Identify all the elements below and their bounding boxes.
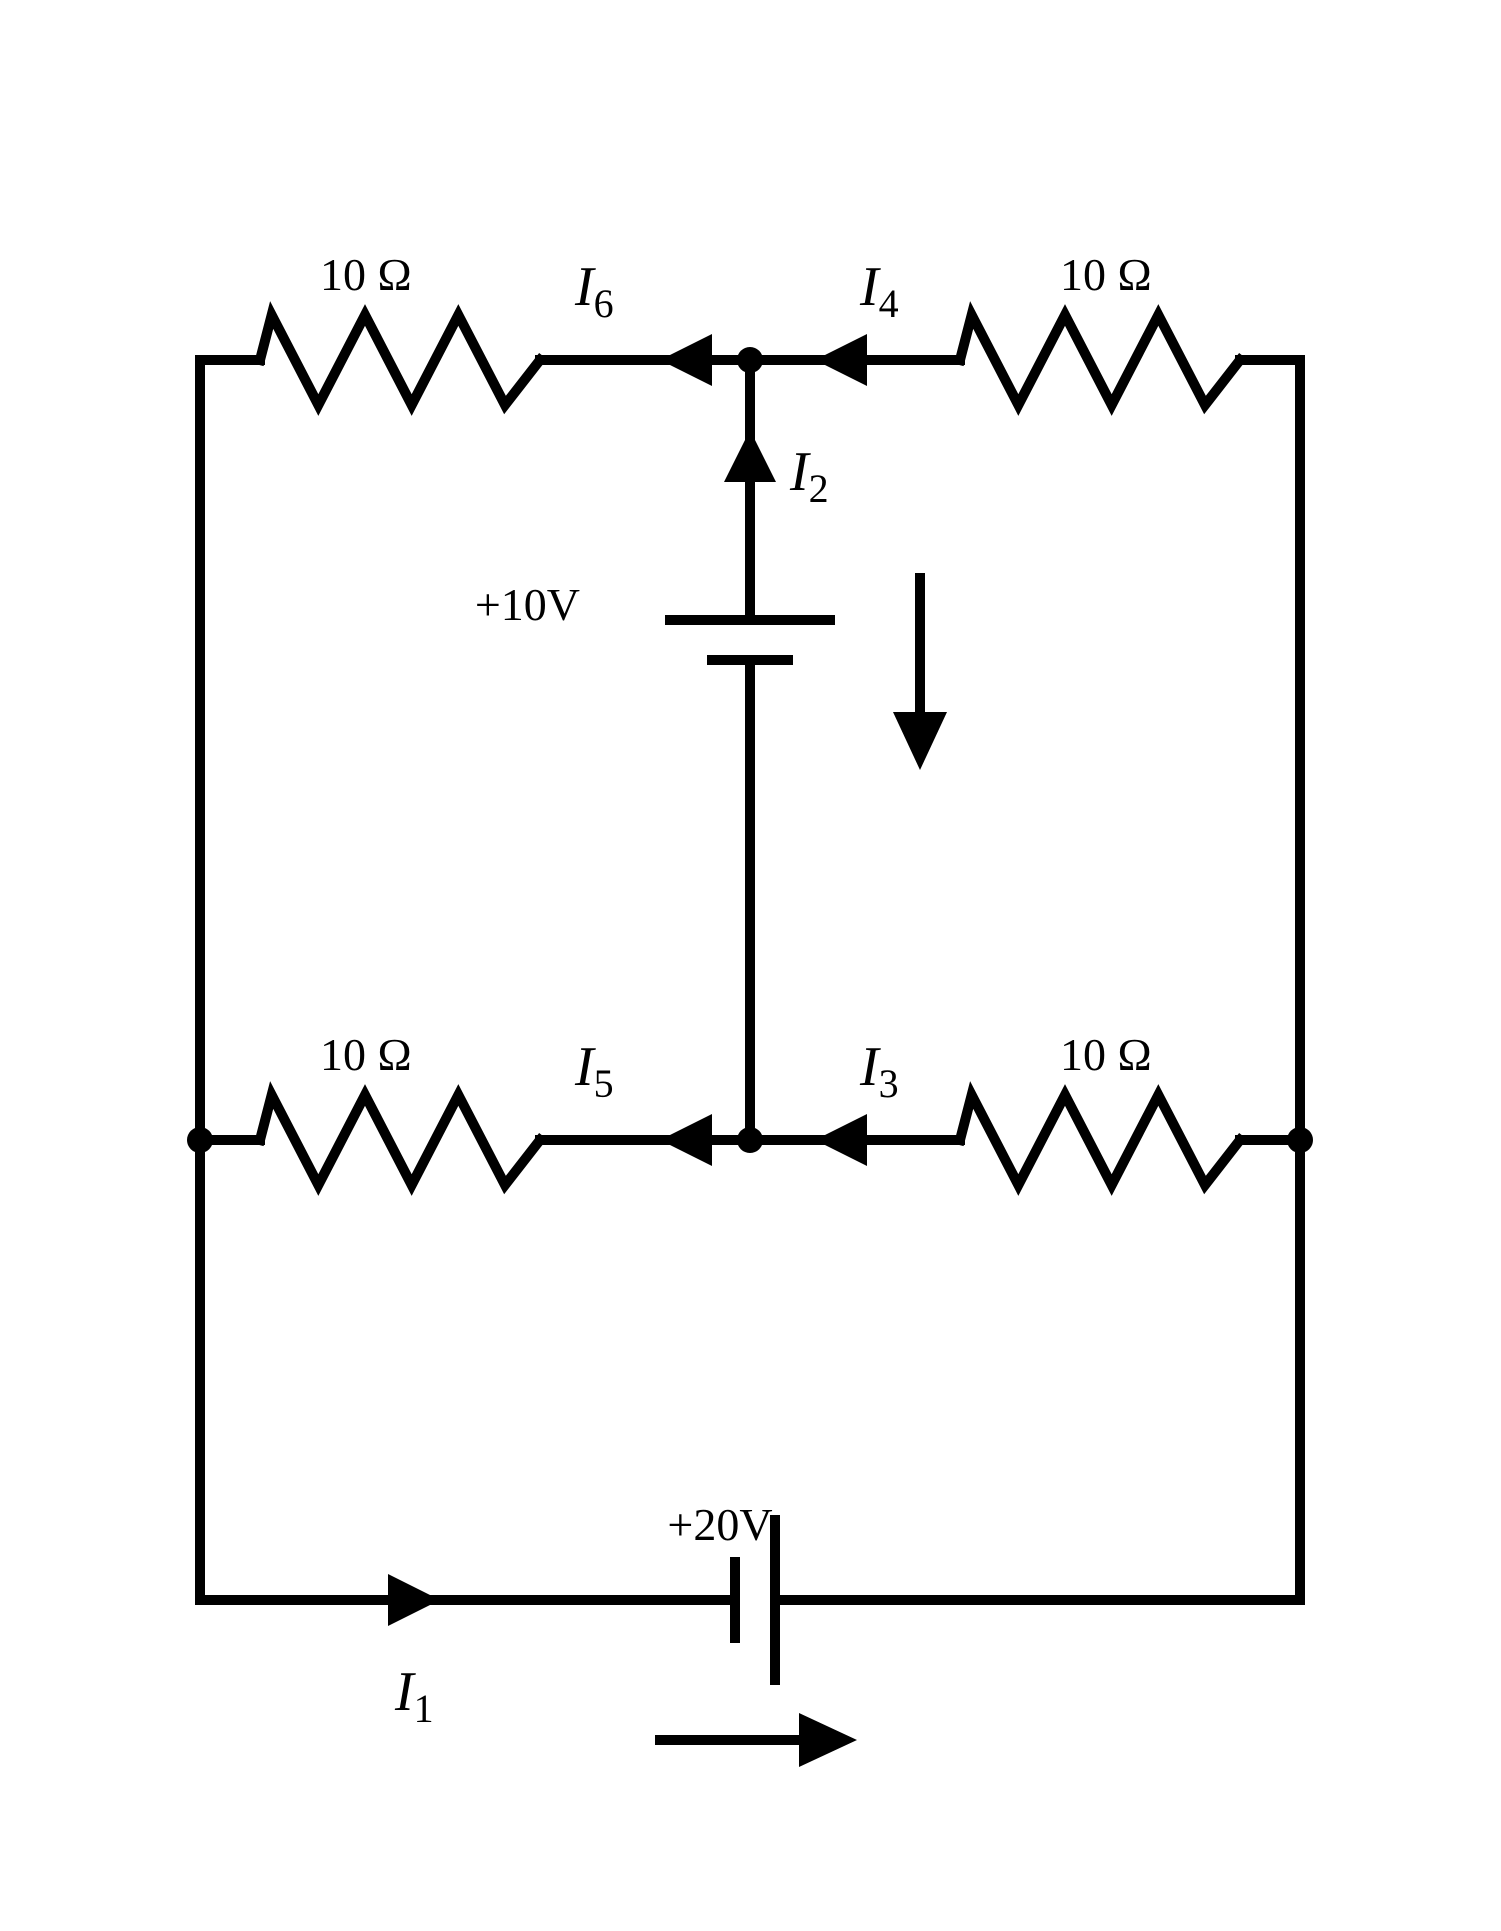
loop-arrow-down <box>893 578 947 770</box>
circuit-diagram: 10 Ω 10 Ω 10 Ω 10 Ω +10V +20V I1 I2 I3 I… <box>0 0 1501 1931</box>
arrow-i4 <box>815 334 867 386</box>
label-r-top-right: 10 Ω <box>1060 249 1152 300</box>
label-i1: I1 <box>394 1661 434 1731</box>
resistor-top-right <box>960 315 1240 405</box>
resistor-top-left <box>260 315 540 405</box>
arrow-i1 <box>388 1574 440 1626</box>
arrow-i5 <box>660 1114 712 1166</box>
arrow-i3 <box>815 1114 867 1166</box>
label-r-top-left: 10 Ω <box>320 249 412 300</box>
arrow-i6 <box>660 334 712 386</box>
label-i6: I6 <box>574 256 614 326</box>
label-v10: +10V <box>475 579 580 630</box>
node-mid-left <box>187 1127 213 1153</box>
node-mid-right <box>1287 1127 1313 1153</box>
loop-arrow-right <box>660 1713 857 1767</box>
node-top-center <box>737 347 763 373</box>
label-i5: I5 <box>574 1036 614 1106</box>
label-v20: +20V <box>667 1499 772 1550</box>
label-i3: I3 <box>859 1036 899 1106</box>
resistor-mid-right <box>960 1095 1240 1185</box>
resistor-mid-left <box>260 1095 540 1185</box>
battery-10v <box>670 620 830 660</box>
label-r-mid-right: 10 Ω <box>1060 1029 1152 1080</box>
label-i2: I2 <box>789 441 829 511</box>
label-i4: I4 <box>859 256 899 326</box>
label-r-mid-left: 10 Ω <box>320 1029 412 1080</box>
node-mid-center <box>737 1127 763 1153</box>
arrow-i2 <box>724 430 776 482</box>
